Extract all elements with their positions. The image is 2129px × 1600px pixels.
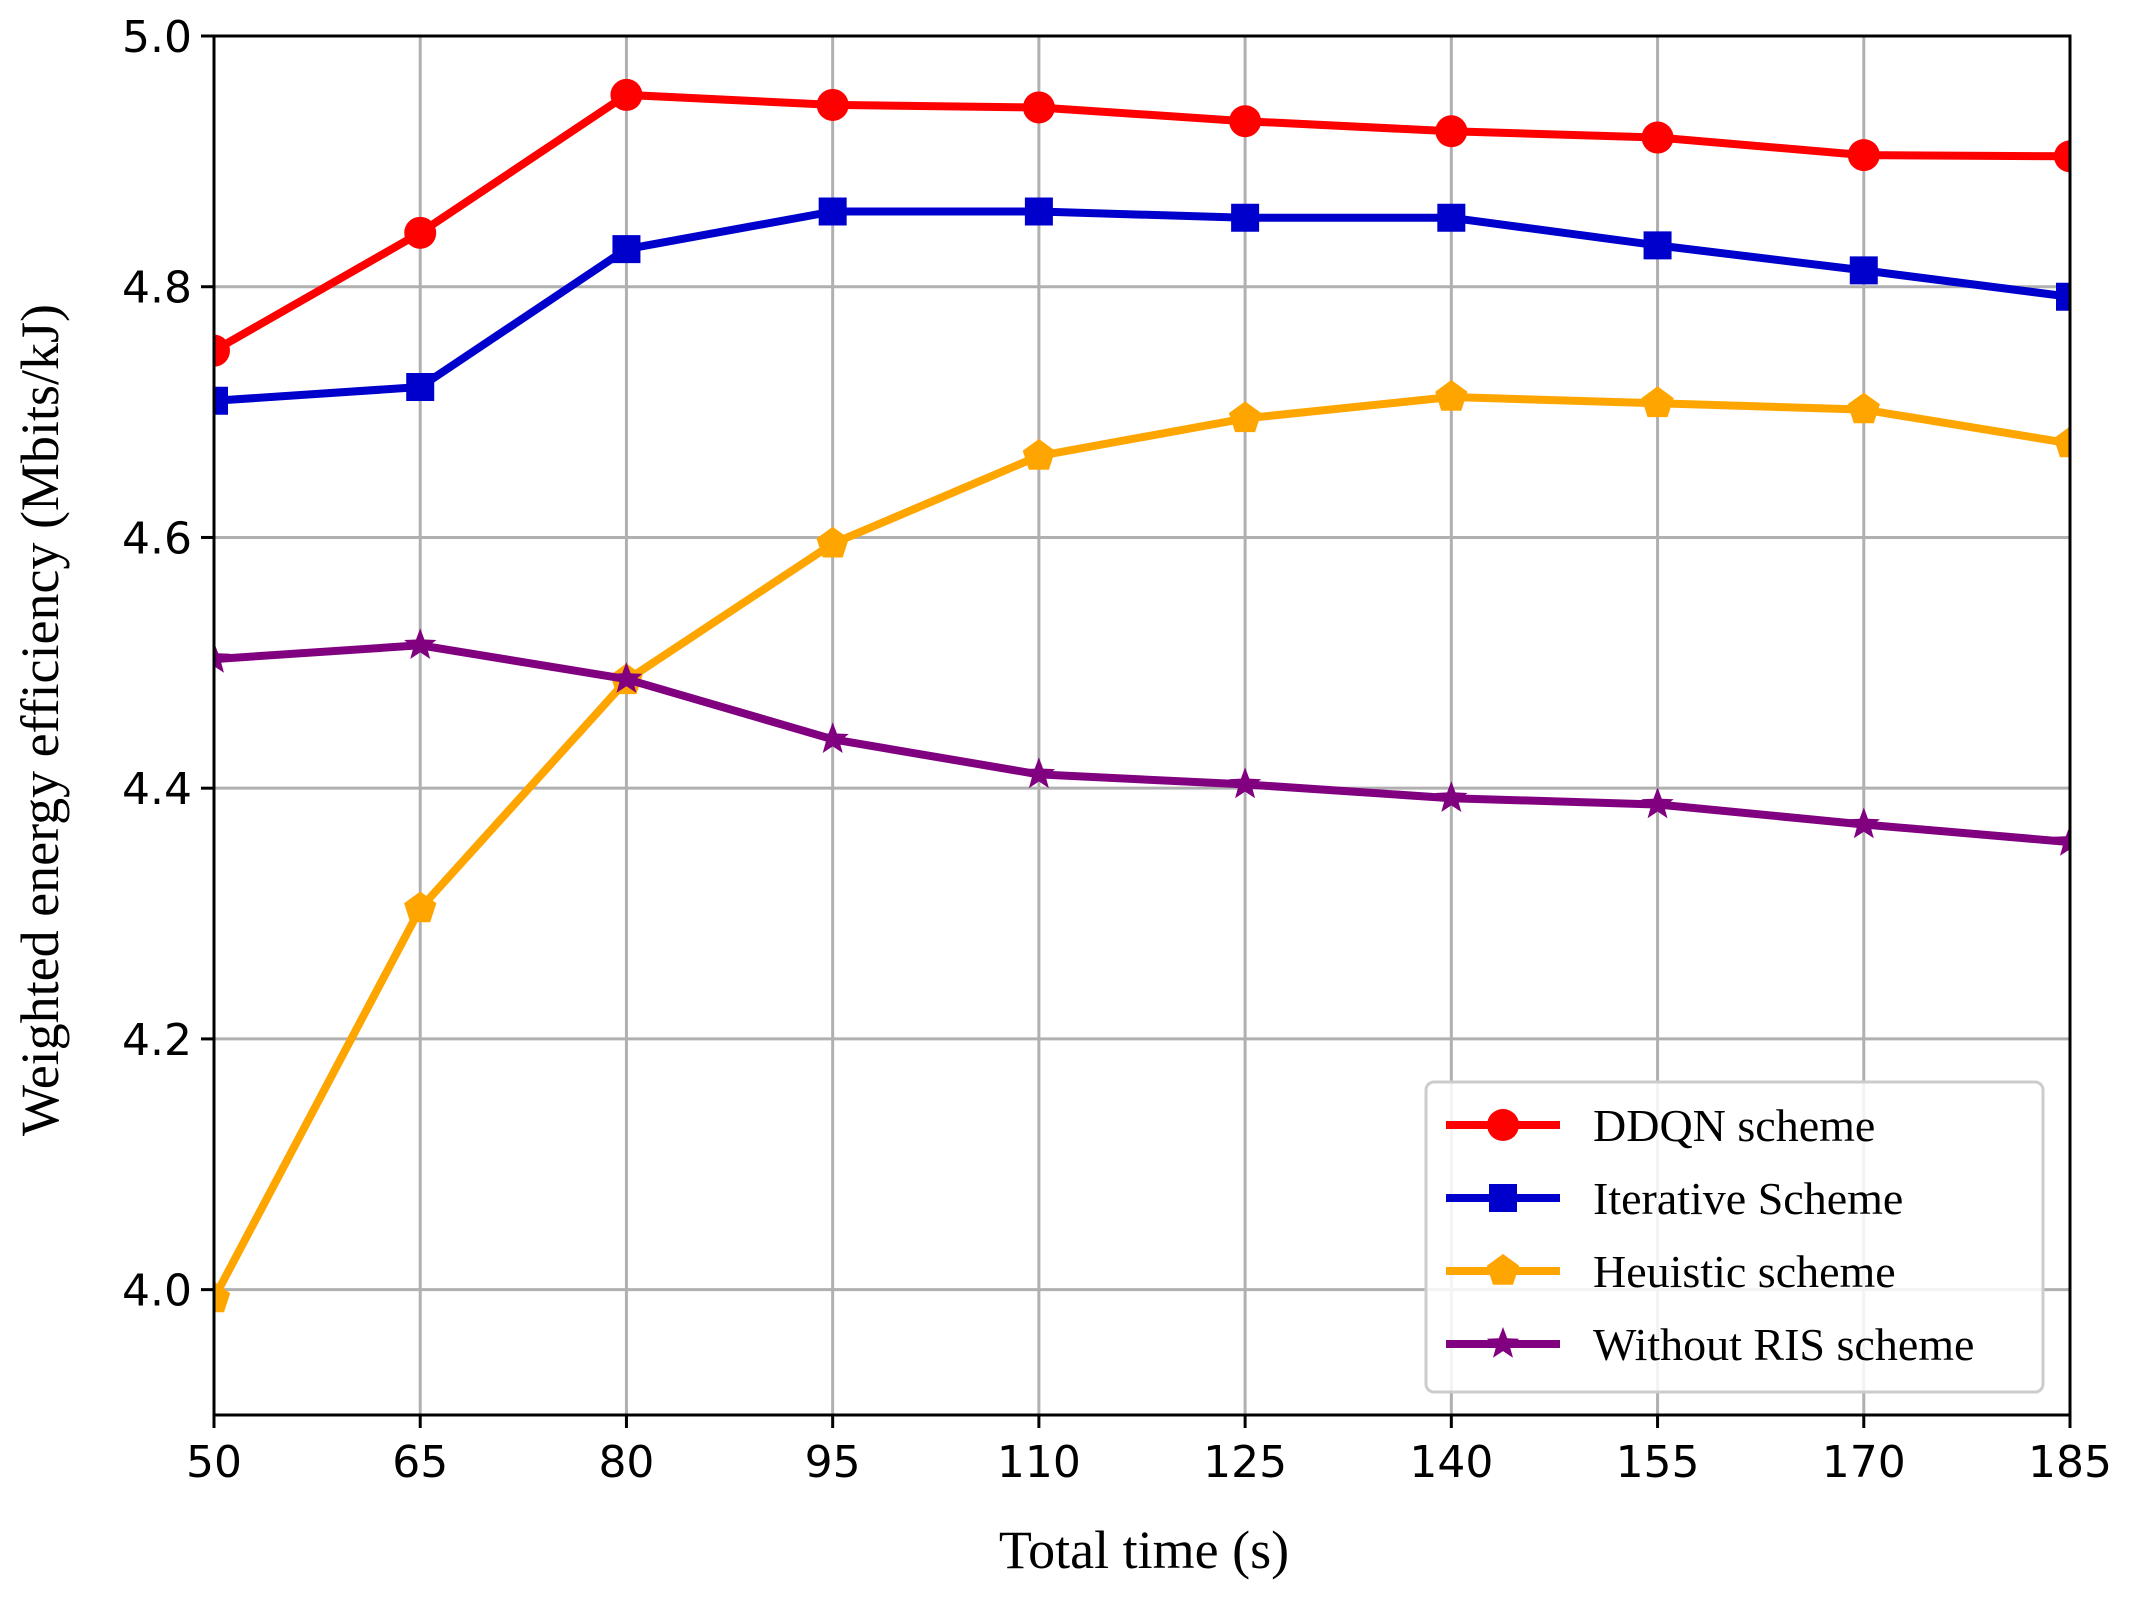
y-tick-label: 4.6	[122, 513, 192, 564]
x-tick-label: 140	[1409, 1437, 1493, 1488]
x-tick-label: 50	[186, 1437, 242, 1488]
data-point	[1435, 781, 1468, 812]
data-point	[1847, 392, 1880, 424]
data-point	[1435, 380, 1468, 411]
data-point	[2054, 140, 2070, 173]
data-point	[404, 891, 437, 923]
x-tick-label: 155	[1616, 1437, 1700, 1488]
data-point	[2053, 825, 2070, 856]
x-tick-label: 80	[598, 1437, 654, 1488]
data-point	[404, 628, 437, 659]
data-point	[1229, 105, 1262, 138]
legend-entry: Without RIS scheme	[1446, 1319, 1974, 1370]
data-point	[1437, 203, 1466, 232]
data-point	[214, 642, 231, 673]
data-point	[612, 235, 641, 264]
series-line	[214, 207, 2070, 405]
data-point	[816, 88, 849, 121]
data-point	[1231, 203, 1260, 232]
legend-label: Iterative Scheme	[1593, 1173, 1903, 1224]
legend-frame	[1424, 1080, 2045, 1394]
legend-marker	[1487, 1109, 1519, 1141]
y-tick-label: 4.2	[122, 1015, 192, 1066]
data-point	[1641, 386, 1674, 418]
data-point	[816, 722, 849, 753]
series-line	[214, 90, 2070, 355]
data-point	[1641, 787, 1674, 819]
legend-marker	[1486, 1254, 1520, 1285]
axis-ticks: 50 65 80 95 110 125 140 155 170 185 4.0 4.2 4.4 4.6 4.…	[122, 12, 2112, 1488]
legend-marker	[1486, 1327, 1520, 1358]
series-without-ris-scheme	[214, 628, 2070, 856]
series-line	[214, 641, 2070, 847]
data-point	[1641, 121, 1674, 154]
data-point	[1847, 139, 1880, 172]
x-tick-label: 65	[392, 1437, 448, 1488]
legend: DDQN scheme Iterative Scheme Heuistic sche…	[1424, 1080, 2045, 1394]
y-tick-label: 4.8	[122, 263, 192, 314]
y-axis-title: Weighted energy efficiency (Mbits/kJ)	[10, 304, 70, 1136]
data-point	[1849, 256, 1878, 285]
x-tick-label: 95	[805, 1437, 861, 1488]
data-point	[214, 386, 228, 415]
data-point	[214, 334, 230, 367]
data-point	[816, 526, 849, 558]
series-iterative-scheme	[214, 197, 2070, 415]
data-point	[406, 373, 435, 402]
y-tick-label: 4.0	[122, 1266, 192, 1317]
data-point	[1228, 401, 1262, 433]
data-point	[2056, 282, 2070, 311]
data-point	[1022, 439, 1056, 470]
series-layer	[214, 78, 2070, 1313]
series-ddqn-scheme	[214, 78, 2070, 367]
legend-entry: DDQN scheme	[1446, 1100, 1875, 1151]
x-axis-title: Total time (s)	[999, 1520, 1289, 1580]
data-point	[1024, 197, 1053, 226]
legend-label: Without RIS scheme	[1593, 1319, 1974, 1370]
data-point	[818, 197, 847, 226]
legend-label: DDQN scheme	[1593, 1100, 1875, 1151]
data-point	[1847, 807, 1880, 839]
x-tick-label: 110	[997, 1437, 1081, 1488]
data-point	[2053, 426, 2070, 458]
y-tick-label: 5.0	[122, 12, 192, 63]
data-point	[1228, 767, 1262, 799]
data-point	[1022, 91, 1055, 124]
data-point	[214, 1281, 231, 1313]
legend-entry: Heuistic scheme	[1446, 1246, 1896, 1297]
legend-entry: Iterative Scheme	[1446, 1173, 1903, 1224]
data-point	[610, 78, 643, 111]
plot-frame	[212, 34, 2072, 1417]
data-point	[404, 216, 437, 249]
legend-label: Heuistic scheme	[1593, 1246, 1896, 1297]
data-point	[1022, 757, 1056, 789]
y-tick-label: 4.4	[122, 764, 192, 815]
data-point	[1435, 115, 1468, 148]
x-tick-label: 185	[2028, 1437, 2112, 1488]
series-line	[214, 393, 2070, 1303]
legend-marker	[1489, 1184, 1517, 1212]
x-tick-label: 125	[1203, 1437, 1287, 1488]
data-point	[1643, 231, 1672, 260]
series-heuistic-scheme	[214, 380, 2070, 1313]
x-tick-label: 170	[1822, 1437, 1906, 1488]
data-point	[610, 662, 643, 693]
